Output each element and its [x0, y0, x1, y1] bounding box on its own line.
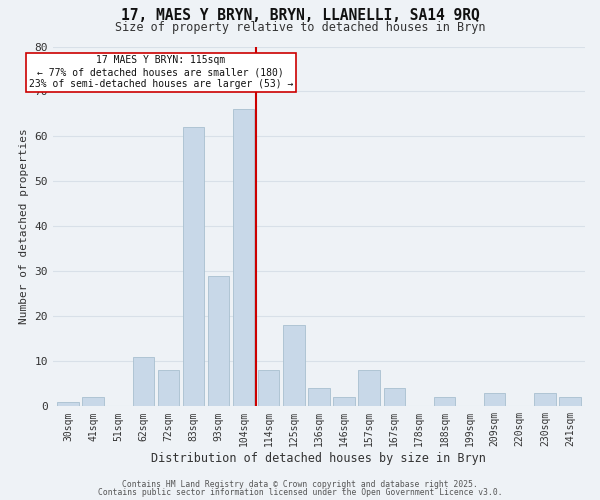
Text: 17 MAES Y BRYN: 115sqm
← 77% of detached houses are smaller (180)
23% of semi-de: 17 MAES Y BRYN: 115sqm ← 77% of detached… [29, 56, 293, 88]
Bar [383, 388, 405, 406]
Bar [559, 398, 581, 406]
Bar [158, 370, 179, 406]
Bar [133, 357, 154, 406]
Bar [233, 110, 254, 406]
Bar [434, 398, 455, 406]
Bar [358, 370, 380, 406]
Text: Size of property relative to detached houses in Bryn: Size of property relative to detached ho… [115, 21, 485, 34]
Bar [258, 370, 280, 406]
Bar [334, 398, 355, 406]
Text: Contains public sector information licensed under the Open Government Licence v3: Contains public sector information licen… [98, 488, 502, 497]
Bar [308, 388, 329, 406]
Y-axis label: Number of detached properties: Number of detached properties [19, 128, 29, 324]
Bar [283, 326, 305, 406]
X-axis label: Distribution of detached houses by size in Bryn: Distribution of detached houses by size … [151, 452, 487, 465]
Bar [183, 128, 204, 406]
Text: 17, MAES Y BRYN, BRYN, LLANELLI, SA14 9RQ: 17, MAES Y BRYN, BRYN, LLANELLI, SA14 9R… [121, 8, 479, 22]
Bar [484, 393, 505, 406]
Bar [534, 393, 556, 406]
Bar [82, 398, 104, 406]
Text: Contains HM Land Registry data © Crown copyright and database right 2025.: Contains HM Land Registry data © Crown c… [122, 480, 478, 489]
Bar [57, 402, 79, 406]
Bar [208, 276, 229, 406]
